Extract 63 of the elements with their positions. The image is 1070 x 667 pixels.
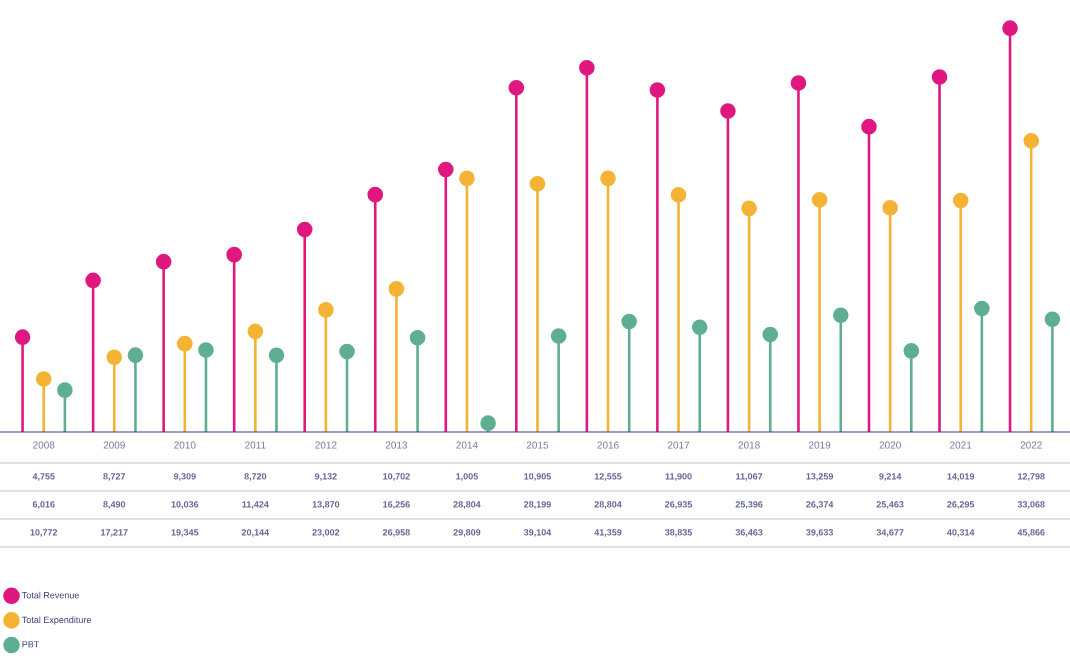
data-label: 26,935 bbox=[665, 501, 693, 509]
data-label: 26,295 bbox=[947, 501, 975, 509]
x-tick-label: 2016 bbox=[597, 441, 619, 449]
data-label: 10,702 bbox=[383, 473, 410, 481]
data-label: 29,809 bbox=[453, 529, 481, 537]
legend-label: Total Revenue bbox=[22, 591, 79, 599]
data-label: 28,804 bbox=[453, 501, 481, 509]
data-label: 9,309 bbox=[173, 473, 196, 481]
data-label: 4,755 bbox=[32, 473, 55, 481]
data-label: 6,016 bbox=[32, 501, 55, 509]
x-tick-label: 2020 bbox=[879, 441, 901, 449]
x-tick-label: 2014 bbox=[456, 441, 478, 449]
data-label: 36,463 bbox=[735, 529, 763, 537]
data-label: 34,677 bbox=[876, 529, 904, 537]
data-label: 8,720 bbox=[244, 473, 267, 481]
data-label: 17,217 bbox=[101, 529, 128, 537]
data-label: 9,214 bbox=[879, 473, 902, 481]
data-label: 25,463 bbox=[876, 501, 904, 509]
data-label: 11,424 bbox=[242, 501, 269, 509]
data-label: 8,490 bbox=[103, 501, 126, 509]
data-label: 11,900 bbox=[665, 473, 692, 481]
data-label: 9,132 bbox=[314, 473, 337, 481]
x-tick-label: 2009 bbox=[103, 441, 125, 449]
data-label: 28,804 bbox=[594, 501, 622, 509]
data-label: 20,144 bbox=[241, 529, 270, 537]
x-tick-label: 2017 bbox=[667, 441, 690, 449]
x-tick-label: 2015 bbox=[526, 441, 549, 449]
data-label: 12,555 bbox=[594, 473, 622, 481]
data-label: 10,905 bbox=[524, 473, 551, 481]
data-label: 39,104 bbox=[523, 529, 552, 537]
data-label: 40,314 bbox=[947, 529, 975, 537]
x-tick-label: 2011 bbox=[245, 441, 266, 449]
data-label: 10,036 bbox=[171, 501, 199, 509]
x-tick-label: 2021 bbox=[950, 441, 972, 449]
data-label: 39,633 bbox=[806, 529, 834, 537]
legend-label: Total Expenditure bbox=[22, 616, 91, 625]
legend-label: PBT bbox=[22, 641, 40, 648]
data-label: 28,199 bbox=[524, 501, 551, 509]
data-label: 12,798 bbox=[1018, 473, 1045, 481]
x-tick-label: 2018 bbox=[738, 441, 760, 449]
x-tick-label: 2022 bbox=[1020, 441, 1042, 449]
x-tick-label: 2010 bbox=[174, 441, 196, 449]
data-label: 14,019 bbox=[947, 473, 975, 481]
x-tick-label: 2013 bbox=[385, 441, 408, 449]
data-label: 8,727 bbox=[103, 473, 126, 481]
x-tick-label: 2012 bbox=[315, 441, 337, 449]
data-label: 25,396 bbox=[735, 501, 763, 509]
data-label: 33,068 bbox=[1017, 501, 1045, 509]
data-label: 45,866 bbox=[1017, 529, 1045, 537]
data-label: 38,835 bbox=[664, 529, 693, 537]
data-label: 19,345 bbox=[171, 529, 199, 537]
data-label: 10,772 bbox=[30, 529, 58, 537]
data-label: 11,067 bbox=[736, 473, 763, 481]
data-label: 41,359 bbox=[594, 529, 622, 537]
x-tick-label: 2019 bbox=[808, 441, 831, 449]
data-label: 13,870 bbox=[312, 501, 340, 509]
data-label: 13,259 bbox=[806, 473, 834, 481]
data-label: 23,002 bbox=[312, 529, 340, 537]
data-label: 16,256 bbox=[383, 501, 410, 509]
data-label: 1,005 bbox=[456, 473, 478, 481]
data-label: 26,374 bbox=[806, 501, 834, 509]
data-label: 26,958 bbox=[382, 529, 410, 537]
x-tick-label: 2008 bbox=[33, 441, 55, 449]
